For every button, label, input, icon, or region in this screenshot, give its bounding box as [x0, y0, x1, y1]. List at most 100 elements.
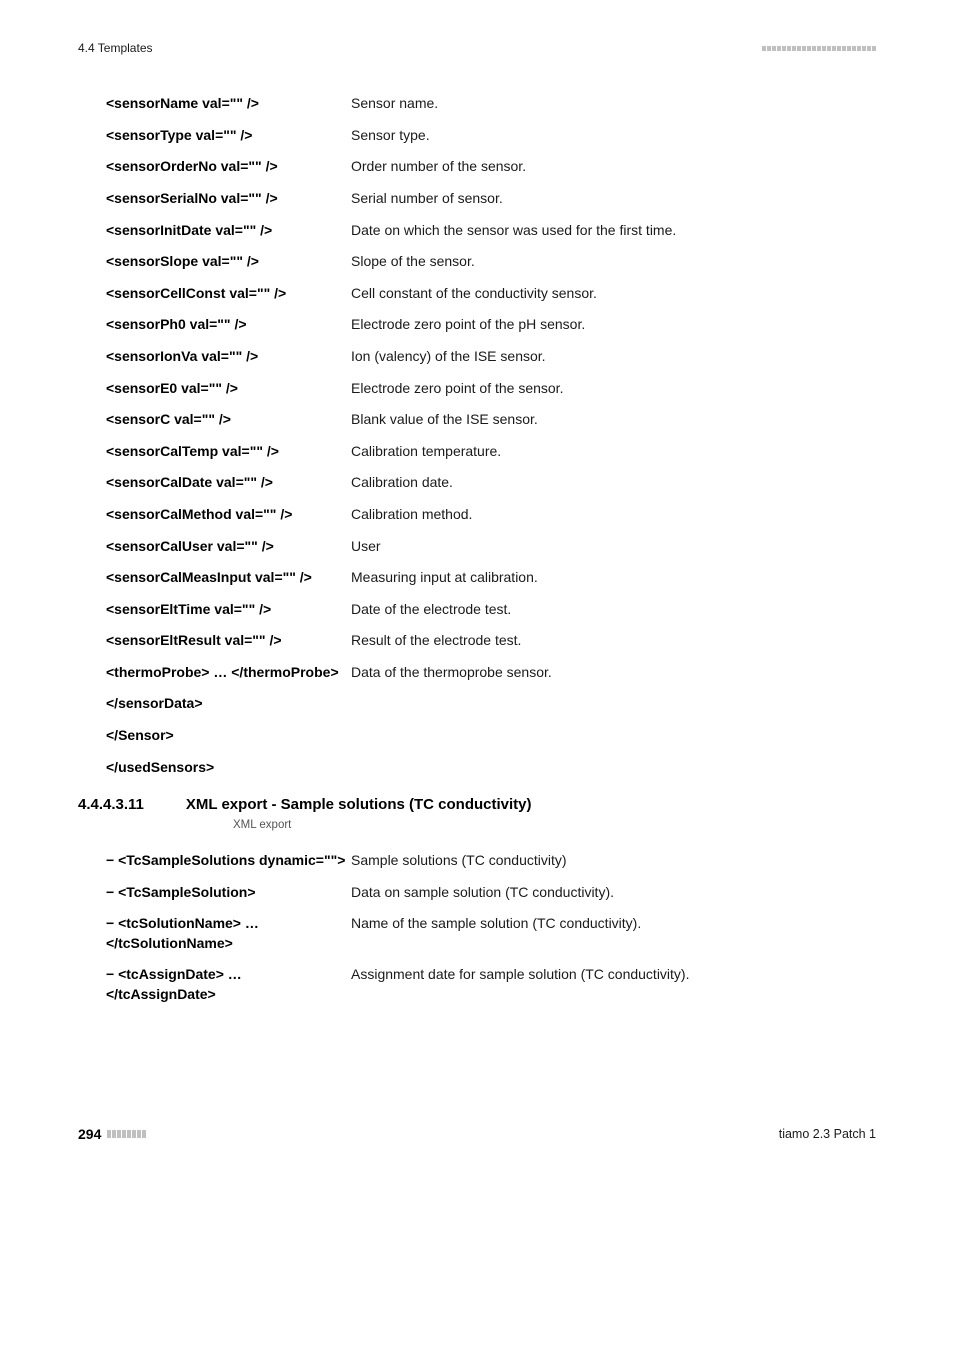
- definition-term: − <TcSampleSolution>: [106, 883, 351, 903]
- bar-segment: [792, 46, 796, 51]
- bar-segment: [127, 1130, 131, 1138]
- bar-segment: [762, 46, 766, 51]
- definition-description: Electrode zero point of the sensor.: [351, 379, 904, 399]
- page-number: 294: [78, 1125, 101, 1144]
- bar-segment: [812, 46, 816, 51]
- bar-segment: [767, 46, 771, 51]
- definition-term: <sensorCalUser val="" />: [106, 537, 351, 557]
- definition-row: <sensorName val="" />Sensor name.: [106, 94, 904, 114]
- bar-segment: [837, 46, 841, 51]
- bar-segment: [117, 1130, 121, 1138]
- footer-decoration-bars: [107, 1130, 146, 1138]
- definition-term: − <TcSampleSolutions dynamic="">: [106, 851, 351, 871]
- definition-description: Sensor name.: [351, 94, 904, 114]
- definition-row: <sensorCalUser val="" />User: [106, 537, 904, 557]
- definition-term: <sensorCalMethod val="" />: [106, 505, 351, 525]
- definition-row: <sensorSlope val="" />Slope of the senso…: [106, 252, 904, 272]
- definition-row: <sensorEltTime val="" />Date of the elec…: [106, 600, 904, 620]
- bar-segment: [132, 1130, 136, 1138]
- bar-segment: [782, 46, 786, 51]
- definition-term: <sensorCellConst val="" />: [106, 284, 351, 304]
- definition-row: <sensorInitDate val="" />Date on which t…: [106, 221, 904, 241]
- definition-term: <sensorCalTemp val="" />: [106, 442, 351, 462]
- definition-description: Cell constant of the conductivity sensor…: [351, 284, 904, 304]
- bar-segment: [122, 1130, 126, 1138]
- definition-term: <sensorC val="" />: [106, 410, 351, 430]
- bar-segment: [137, 1130, 141, 1138]
- bar-segment: [827, 46, 831, 51]
- definition-term: − <tcAssignDate> … </tcAssignDate>: [106, 965, 351, 1004]
- definition-term: <sensorInitDate val="" />: [106, 221, 351, 241]
- definition-description: Slope of the sensor.: [351, 252, 904, 272]
- bar-segment: [802, 46, 806, 51]
- bar-segment: [867, 46, 871, 51]
- definition-description: Ion (valency) of the ISE sensor.: [351, 347, 904, 367]
- definition-term: <sensorSerialNo val="" />: [106, 189, 351, 209]
- bar-segment: [842, 46, 846, 51]
- section-title: XML export - Sample solutions (TC conduc…: [186, 795, 532, 815]
- bar-segment: [822, 46, 826, 51]
- definition-description: Calibration temperature.: [351, 442, 904, 462]
- definition-description: Measuring input at calibration.: [351, 568, 904, 588]
- definition-term: <sensorEltResult val="" />: [106, 631, 351, 651]
- definition-row: <sensorC val="" />Blank value of the ISE…: [106, 410, 904, 430]
- definition-term: <sensorSlope val="" />: [106, 252, 351, 272]
- definition-term: − <tcSolutionName> … </tcSolutionName>: [106, 914, 351, 953]
- page-footer: 294 tiamo 2.3 Patch 1: [78, 1125, 876, 1144]
- definition-term: <sensorCalMeasInput val="" />: [106, 568, 351, 588]
- definition-description: Sample solutions (TC conductivity): [351, 851, 904, 871]
- definition-row: <sensorCalMethod val="" />Calibration me…: [106, 505, 904, 525]
- definition-list-sensor: <sensorName val="" />Sensor name.<sensor…: [106, 94, 904, 777]
- definition-term: </usedSensors>: [106, 758, 351, 778]
- header-decoration-bars: [762, 46, 876, 51]
- definition-description: Assignment date for sample solution (TC …: [351, 965, 904, 985]
- definition-row: <sensorCalDate val="" />Calibration date…: [106, 473, 904, 493]
- definition-row: <sensorE0 val="" />Electrode zero point …: [106, 379, 904, 399]
- definition-term: <thermoProbe> … </thermoProbe>: [106, 663, 351, 683]
- bar-segment: [807, 46, 811, 51]
- bar-segment: [772, 46, 776, 51]
- definition-term: </Sensor>: [106, 726, 351, 746]
- header-section-path: 4.4 Templates: [78, 40, 153, 56]
- definition-description: Order number of the sensor.: [351, 157, 904, 177]
- definition-description: Result of the electrode test.: [351, 631, 904, 651]
- definition-row: − <tcSolutionName> … </tcSolutionName>Na…: [106, 914, 904, 953]
- bar-segment: [777, 46, 781, 51]
- definition-row: − <TcSampleSolutions dynamic="">Sample s…: [106, 851, 904, 871]
- section-number: 4.4.4.3.11: [78, 795, 144, 815]
- definition-term: </sensorData>: [106, 694, 351, 714]
- definition-row: <sensorType val="" />Sensor type.: [106, 126, 904, 146]
- definition-description: Serial number of sensor.: [351, 189, 904, 209]
- bar-segment: [852, 46, 856, 51]
- definition-term: <sensorOrderNo val="" />: [106, 157, 351, 177]
- definition-row: <thermoProbe> … </thermoProbe>Data of th…: [106, 663, 904, 683]
- definition-row: <sensorCalMeasInput val="" />Measuring i…: [106, 568, 904, 588]
- definition-term: <sensorName val="" />: [106, 94, 351, 114]
- definition-row: <sensorOrderNo val="" />Order number of …: [106, 157, 904, 177]
- section-heading: 4.4.4.3.11 XML export - Sample solutions…: [78, 795, 876, 815]
- definition-row: <sensorSerialNo val="" />Serial number o…: [106, 189, 904, 209]
- definition-list-tc: − <TcSampleSolutions dynamic="">Sample s…: [106, 851, 904, 1005]
- footer-left-group: 294: [78, 1125, 146, 1144]
- definition-term: <sensorType val="" />: [106, 126, 351, 146]
- definition-row: </Sensor>: [106, 726, 904, 746]
- definition-description: Calibration date.: [351, 473, 904, 493]
- definition-description: Date on which the sensor was used for th…: [351, 221, 904, 241]
- definition-description: Date of the electrode test.: [351, 600, 904, 620]
- definition-term: <sensorCalDate val="" />: [106, 473, 351, 493]
- bar-segment: [857, 46, 861, 51]
- bar-segment: [832, 46, 836, 51]
- definition-row: <sensorIonVa val="" />Ion (valency) of t…: [106, 347, 904, 367]
- definition-row: <sensorPh0 val="" />Electrode zero point…: [106, 315, 904, 335]
- definition-description: Electrode zero point of the pH sensor.: [351, 315, 904, 335]
- definition-description: Blank value of the ISE sensor.: [351, 410, 904, 430]
- bar-segment: [872, 46, 876, 51]
- definition-row: <sensorEltResult val="" />Result of the …: [106, 631, 904, 651]
- definition-row: − <tcAssignDate> … </tcAssignDate>Assign…: [106, 965, 904, 1004]
- definition-description: User: [351, 537, 904, 557]
- definition-term: <sensorEltTime val="" />: [106, 600, 351, 620]
- bar-segment: [817, 46, 821, 51]
- definition-row: <sensorCellConst val="" />Cell constant …: [106, 284, 904, 304]
- bar-segment: [847, 46, 851, 51]
- bar-segment: [107, 1130, 111, 1138]
